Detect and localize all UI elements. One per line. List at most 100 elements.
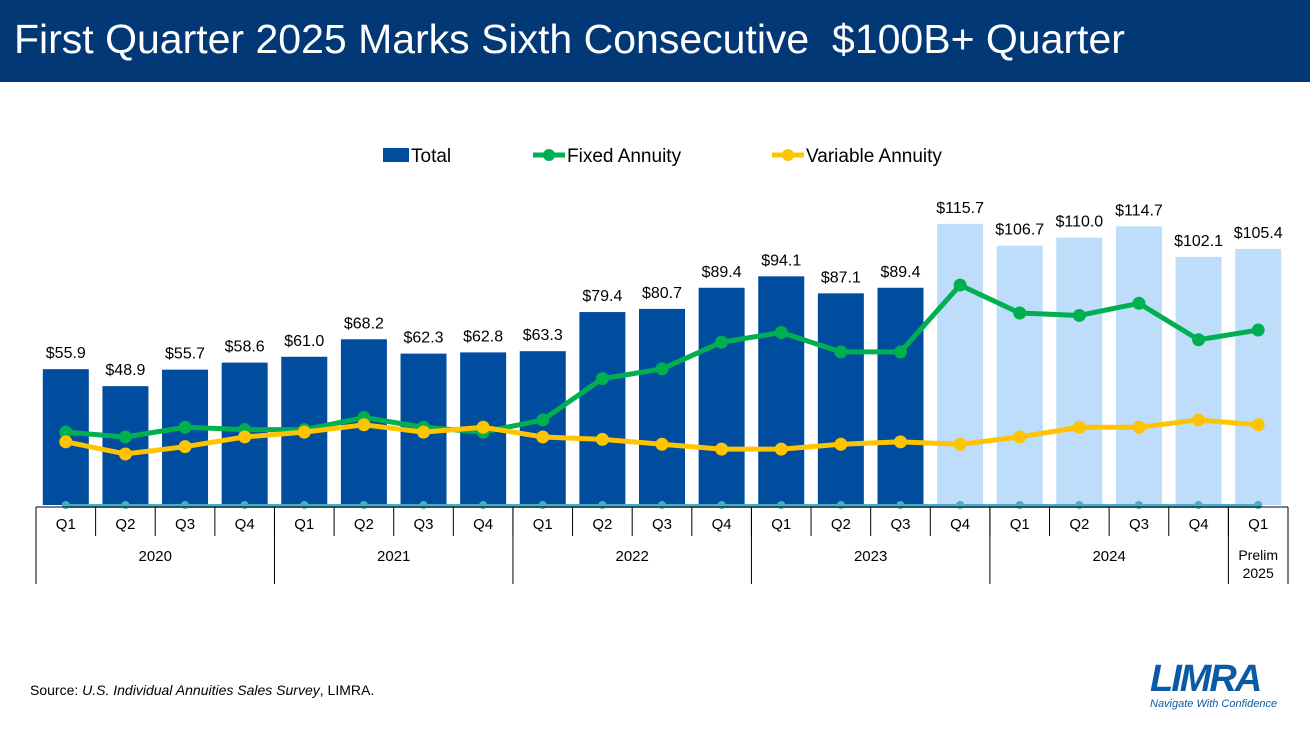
marker-fixed [536, 413, 550, 427]
data-label: $115.7 [936, 200, 984, 217]
marker-fixed [1251, 323, 1265, 337]
marker-fixed [893, 345, 907, 359]
bar-total [639, 308, 685, 505]
tick-label: Q4 [473, 516, 493, 533]
baseline-marker [479, 501, 488, 509]
data-label: $55.7 [165, 346, 205, 363]
source-note: Source: U.S. Individual Annuities Sales … [30, 682, 374, 698]
baseline-marker [538, 501, 547, 509]
tick-label: Q2 [831, 516, 851, 533]
data-label: $63.3 [523, 327, 563, 344]
source-title: U.S. Individual Annuities Sales Survey [82, 682, 320, 698]
marker-fixed [953, 278, 967, 292]
marker-variable [834, 437, 848, 451]
baseline-marker [896, 501, 905, 509]
tick-label: Q4 [950, 516, 970, 533]
marker-variable [595, 432, 609, 446]
group-label: 2024 [1092, 548, 1125, 565]
data-label: $62.8 [463, 328, 503, 345]
marker-variable [417, 425, 431, 439]
marker-variable [476, 420, 490, 434]
baseline-marker [836, 501, 845, 509]
bar-total [698, 287, 745, 505]
baseline-marker [1254, 501, 1263, 509]
marker-fixed [655, 362, 669, 376]
marker-fixed [834, 345, 848, 359]
bar-total [579, 312, 626, 505]
baseline-marker [181, 501, 190, 509]
baseline-marker [1015, 501, 1024, 509]
marker-variable [715, 442, 729, 456]
tick-label: Q2 [115, 516, 135, 533]
page-title: First Quarter 2025 Marks Sixth Consecuti… [14, 16, 1125, 62]
marker-variable [1192, 413, 1206, 427]
data-label: $114.7 [1115, 202, 1163, 219]
tick-label: Q3 [1129, 516, 1149, 533]
baseline-marker [598, 501, 607, 509]
baseline-marker [1075, 501, 1084, 509]
marker-variable [1013, 430, 1027, 444]
marker-fixed [1132, 296, 1146, 310]
bar-total [937, 223, 984, 505]
legend-marker-fixed [543, 149, 555, 161]
group-label: Prelim 2025 [1238, 547, 1278, 581]
data-label: $105.4 [1234, 225, 1283, 242]
data-label: $110.0 [1055, 214, 1103, 231]
marker-fixed [774, 325, 788, 339]
baseline-marker [359, 501, 368, 509]
tick-label: Q3 [890, 516, 910, 533]
tick-label: Q1 [1010, 516, 1030, 533]
marker-variable [357, 418, 371, 432]
bar-total [996, 245, 1043, 505]
data-label: $79.4 [582, 288, 622, 305]
data-label: $89.4 [880, 264, 920, 281]
marker-fixed [59, 425, 73, 439]
legend-swatch-total [383, 148, 409, 162]
bar-total [1115, 226, 1162, 506]
tick-label: Q3 [414, 516, 434, 533]
data-label: $68.2 [344, 315, 384, 332]
bar-total [102, 386, 149, 505]
tick-label: Q3 [652, 516, 672, 533]
legend-label-total: Total [411, 146, 451, 167]
baseline-marker [121, 501, 130, 509]
baseline-marker [300, 501, 309, 509]
bar-total [1175, 256, 1222, 505]
marker-variable [774, 442, 788, 456]
baseline-marker [240, 501, 249, 509]
baseline-marker [717, 501, 726, 509]
marker-fixed [595, 372, 609, 386]
group-label: 2020 [139, 548, 172, 565]
bar-total [1056, 237, 1103, 505]
tick-label: Q2 [354, 516, 374, 533]
group-label: 2023 [854, 548, 887, 565]
marker-variable [238, 430, 252, 444]
bar-total [162, 369, 209, 505]
data-label: $102.1 [1174, 233, 1223, 250]
legend-label-variable: Variable Annuity [806, 146, 942, 167]
marker-variable [297, 425, 311, 439]
tick-label: Q1 [1248, 516, 1268, 533]
data-label: $62.3 [404, 330, 444, 347]
group-label: 2022 [616, 548, 649, 565]
data-label: $80.7 [642, 285, 682, 302]
marker-variable [953, 437, 967, 451]
baseline-marker [1134, 501, 1143, 509]
marker-variable [536, 430, 550, 444]
logo-wordmark: LIMRA [1150, 658, 1262, 700]
bar-total [877, 287, 924, 505]
data-label: $48.9 [105, 362, 145, 379]
marker-variable [1132, 420, 1146, 434]
data-label: $89.4 [702, 264, 742, 281]
tick-label: Q2 [592, 516, 612, 533]
marker-variable [655, 437, 669, 451]
tick-label: Q2 [1069, 516, 1089, 533]
group-label: 2021 [377, 548, 410, 565]
tick-label: Q4 [235, 516, 255, 533]
marker-variable [59, 435, 73, 449]
marker-variable [178, 440, 192, 454]
data-label: $94.1 [761, 252, 801, 269]
data-label: $58.6 [225, 339, 265, 356]
tick-label: Q1 [56, 516, 76, 533]
